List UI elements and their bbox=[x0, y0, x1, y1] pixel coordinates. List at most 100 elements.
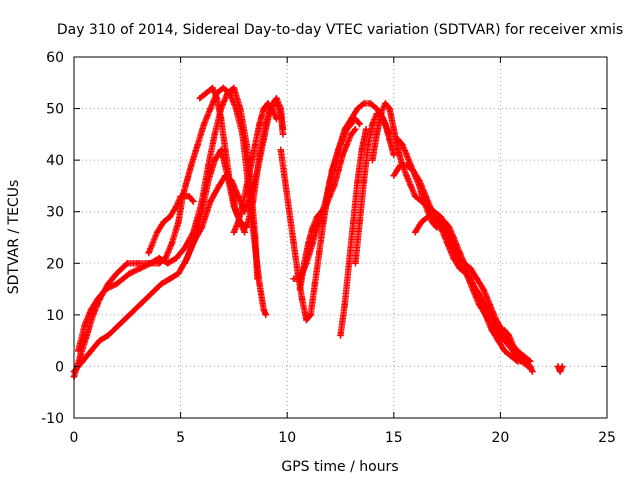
data-point bbox=[230, 198, 238, 205]
x-axis-label: GPS time / hours bbox=[281, 459, 398, 475]
y-tick-label: -10 bbox=[41, 411, 64, 427]
plot-frame bbox=[73, 56, 608, 419]
data-point bbox=[522, 358, 530, 365]
data-point bbox=[262, 311, 270, 319]
data-point bbox=[173, 254, 180, 262]
data-point bbox=[252, 141, 259, 148]
data-point bbox=[403, 172, 410, 179]
data-point bbox=[254, 167, 261, 174]
data-point bbox=[352, 126, 359, 133]
data-point bbox=[501, 337, 508, 344]
data-point bbox=[190, 239, 197, 246]
data-point bbox=[469, 285, 476, 293]
data-point bbox=[486, 301, 493, 308]
data-point bbox=[337, 332, 344, 339]
data-point bbox=[356, 120, 363, 128]
data-point bbox=[347, 120, 355, 128]
data-point bbox=[373, 131, 380, 138]
data-point bbox=[113, 270, 120, 277]
data-point bbox=[509, 342, 517, 349]
data-point bbox=[113, 280, 120, 288]
data-point bbox=[166, 213, 174, 221]
data-point bbox=[411, 193, 419, 200]
data-point bbox=[369, 156, 376, 164]
data-point bbox=[243, 141, 250, 148]
x-tick-label: 0 bbox=[70, 430, 79, 446]
data-point bbox=[87, 306, 95, 313]
series bbox=[554, 363, 566, 375]
x-tick-label: 20 bbox=[491, 430, 509, 446]
data-point bbox=[330, 162, 338, 169]
data-point bbox=[296, 285, 304, 293]
data-point bbox=[356, 218, 363, 226]
data-point bbox=[399, 141, 406, 148]
data-point bbox=[298, 296, 306, 303]
data-point bbox=[418, 218, 425, 226]
data-point bbox=[158, 280, 165, 288]
data-point bbox=[224, 89, 231, 97]
data-point bbox=[358, 146, 366, 154]
data-point bbox=[226, 177, 233, 184]
data-point bbox=[467, 265, 474, 272]
data-point bbox=[254, 275, 261, 282]
data-point bbox=[160, 218, 167, 226]
data-point bbox=[77, 352, 84, 360]
data-point bbox=[181, 244, 189, 252]
data-point bbox=[230, 229, 238, 236]
x-tick-label: 25 bbox=[598, 430, 616, 446]
data-point bbox=[330, 182, 338, 190]
data-point bbox=[495, 332, 502, 339]
data-point bbox=[286, 208, 293, 215]
data-point bbox=[456, 254, 464, 262]
data-point bbox=[273, 95, 280, 102]
data-point bbox=[335, 146, 342, 154]
data-point bbox=[416, 177, 423, 184]
series bbox=[296, 126, 359, 293]
data-point bbox=[104, 332, 112, 339]
data-point bbox=[335, 167, 342, 174]
data-point bbox=[488, 321, 496, 329]
series bbox=[230, 100, 280, 236]
data-point bbox=[305, 239, 312, 246]
data-point bbox=[394, 146, 402, 154]
data-point bbox=[360, 177, 368, 184]
data-point bbox=[443, 223, 451, 231]
data-point bbox=[126, 270, 133, 277]
data-point bbox=[124, 260, 131, 267]
data-point bbox=[136, 301, 144, 308]
data-point bbox=[136, 265, 144, 272]
data-point bbox=[518, 352, 525, 360]
data-point bbox=[211, 131, 218, 138]
data-point bbox=[411, 229, 419, 236]
data-point bbox=[260, 306, 267, 313]
data-point bbox=[473, 275, 481, 282]
data-point bbox=[369, 120, 376, 128]
data-point bbox=[322, 203, 329, 210]
data-point bbox=[234, 193, 242, 200]
data-point bbox=[390, 126, 397, 133]
data-point bbox=[181, 260, 189, 267]
x-tick-labels: 0 5 10 15 20 25 bbox=[70, 430, 616, 446]
data-point bbox=[360, 100, 368, 107]
data-point bbox=[75, 347, 82, 355]
y-tick-labels: -10 0 10 20 30 40 50 60 bbox=[41, 50, 64, 427]
data-point bbox=[390, 151, 397, 159]
data-point bbox=[273, 115, 280, 123]
data-point bbox=[409, 167, 417, 174]
data-point bbox=[514, 358, 521, 365]
series bbox=[337, 126, 370, 339]
data-point bbox=[450, 239, 457, 246]
data-point bbox=[215, 182, 223, 190]
data-point bbox=[354, 105, 361, 112]
tick-marks bbox=[73, 56, 608, 419]
data-point bbox=[352, 115, 359, 123]
data-point bbox=[315, 218, 323, 226]
data-point bbox=[217, 115, 225, 123]
data-point bbox=[87, 347, 95, 355]
data-point bbox=[241, 229, 248, 236]
data-point bbox=[94, 296, 101, 303]
series bbox=[352, 110, 397, 267]
data-point bbox=[315, 249, 323, 257]
data-point bbox=[147, 291, 154, 298]
x-tick-label: 10 bbox=[278, 430, 296, 446]
